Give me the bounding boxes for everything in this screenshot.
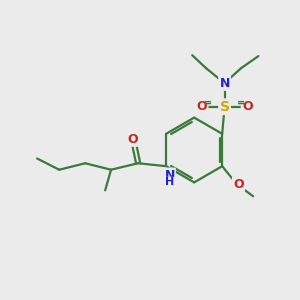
Text: O: O [128, 133, 139, 146]
Text: =: = [204, 98, 212, 108]
Text: O: O [196, 100, 207, 113]
Text: H: H [165, 177, 174, 188]
Text: =: = [237, 98, 245, 108]
Text: N: N [164, 169, 175, 182]
Text: O: O [242, 100, 253, 113]
Text: S: S [220, 100, 230, 114]
Text: O: O [233, 178, 244, 191]
Text: N: N [219, 77, 230, 90]
